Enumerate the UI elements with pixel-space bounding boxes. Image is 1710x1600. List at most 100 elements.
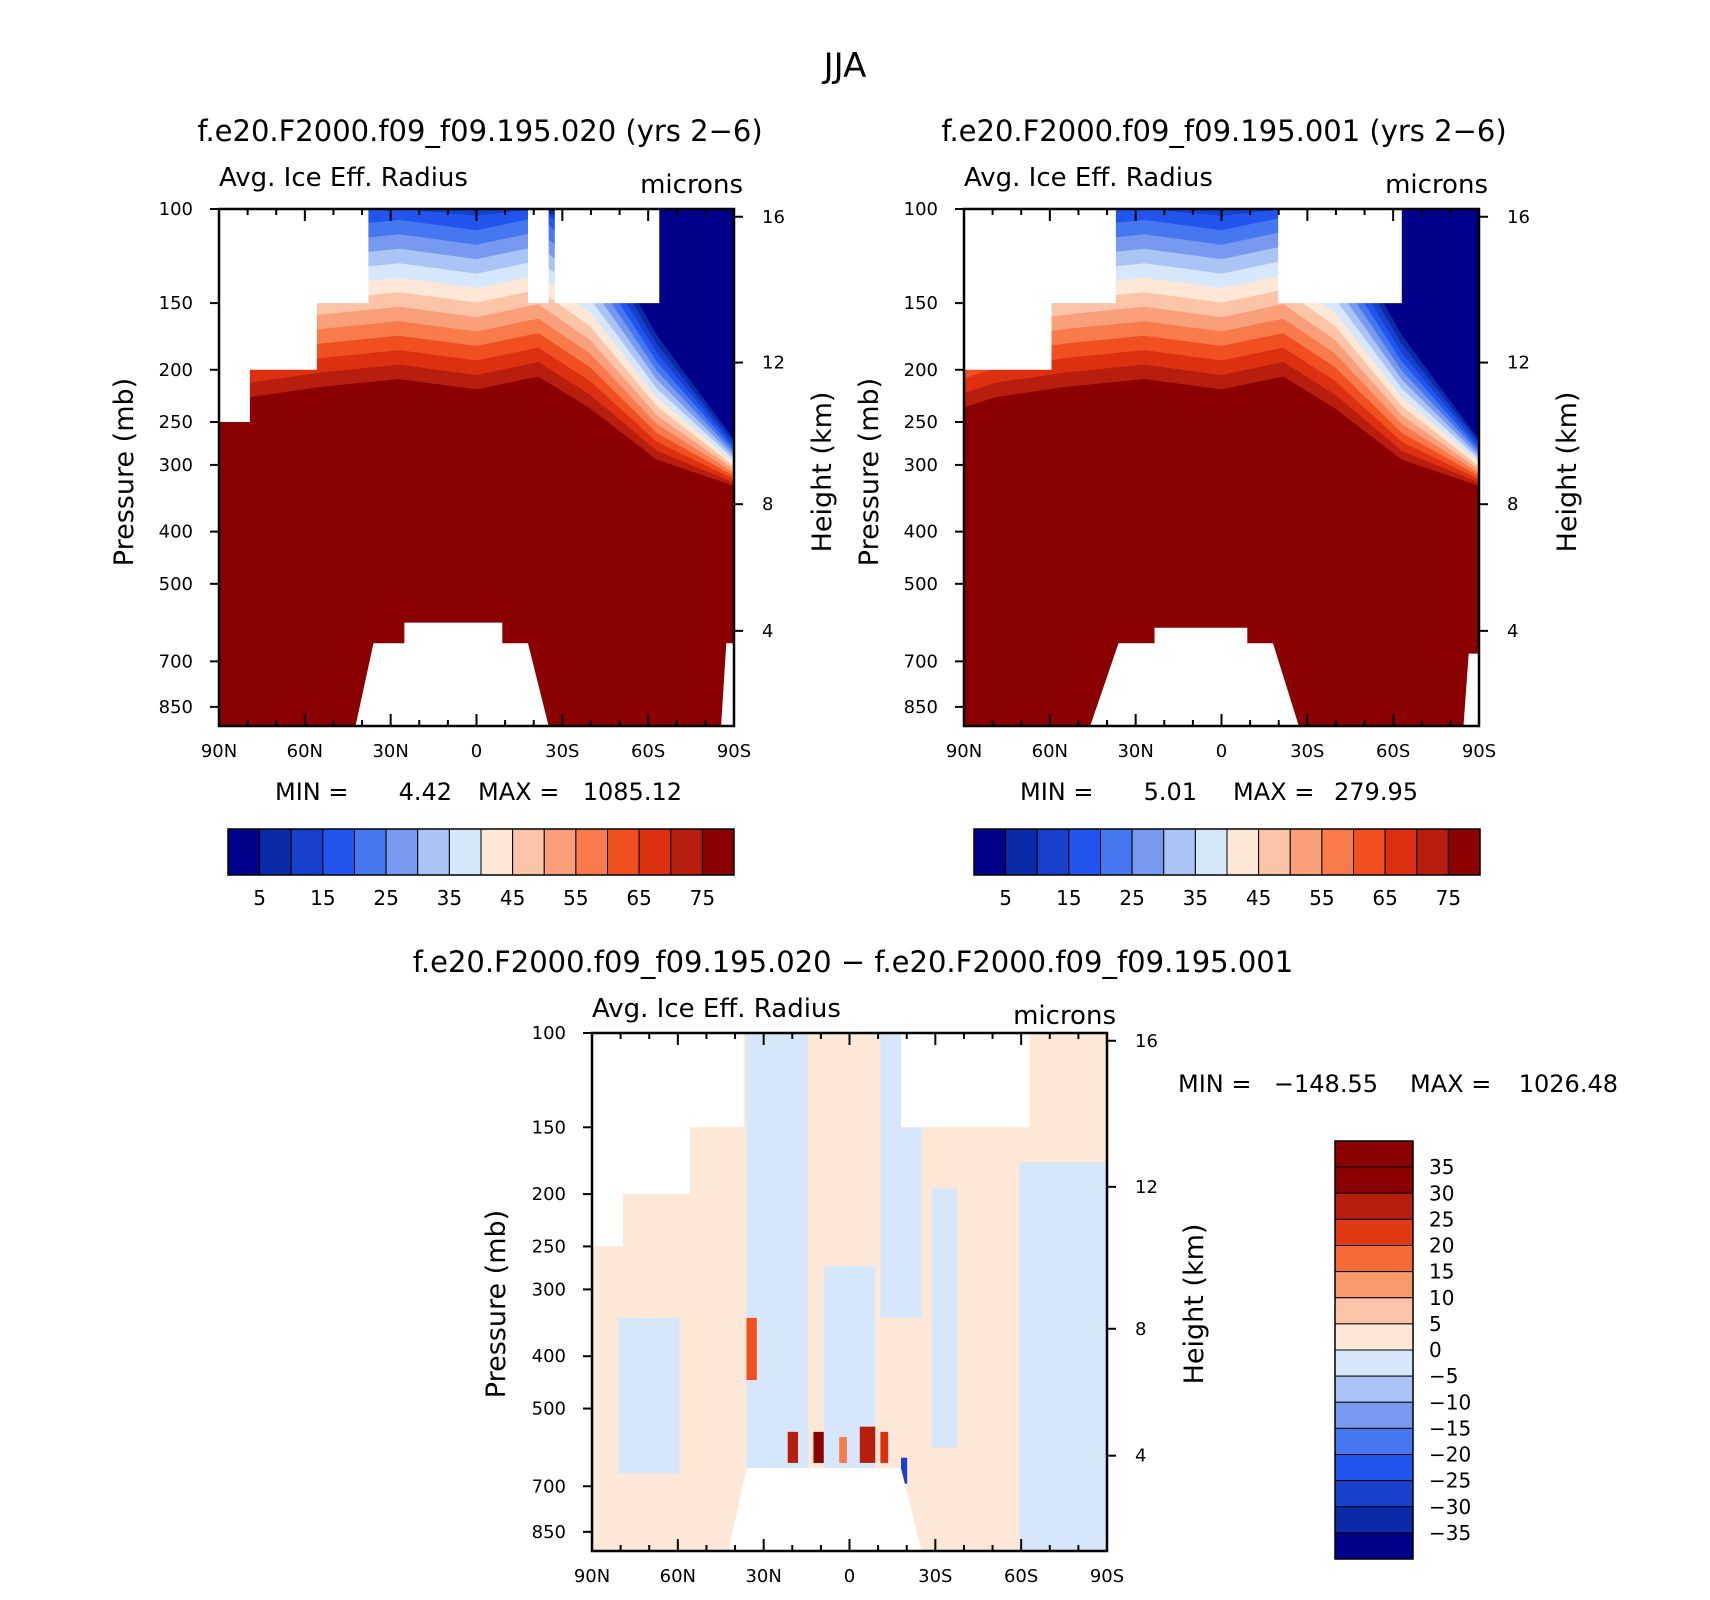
x-tick-label: 90S (1462, 741, 1496, 762)
colorbar-swatch (480, 828, 514, 876)
colorbar-label: 65 (1372, 886, 1397, 910)
x-tick-label: 0 (471, 741, 482, 762)
y-tick-label: 100 (904, 199, 938, 220)
y-right-tick-label: 12 (1135, 1177, 1158, 1198)
colorbar-swatch (1334, 1375, 1414, 1403)
colorbar-label: 35 (437, 886, 462, 910)
colorbar-swatch (1416, 828, 1449, 876)
panel3-title: f.e20.F2000.f09_f09.195.020 − f.e20.F200… (413, 945, 1293, 979)
contour-band (219, 209, 734, 440)
panel2-plot (962, 207, 1481, 728)
colorbar-swatch (227, 828, 261, 876)
y-right-tick-label: 4 (1507, 621, 1518, 642)
colorbar-label: −10 (1429, 1390, 1471, 1414)
y-tick-label: 300 (904, 455, 938, 476)
colorbar-label: 20 (1429, 1234, 1454, 1258)
colorbar-label: −15 (1429, 1416, 1471, 1440)
x-tick-label: 0 (844, 1566, 855, 1587)
panel1-max-label: MAX = (478, 778, 559, 806)
colorbar-label: 5 (1429, 1312, 1442, 1336)
colorbar-swatch (1036, 828, 1070, 876)
missing-data-mask (219, 209, 369, 422)
colorbar-label: 55 (1309, 886, 1334, 910)
panel2-min-label: MIN = (1020, 778, 1093, 806)
colorbar-swatch (1334, 1245, 1414, 1273)
colorbar-frame (973, 828, 1481, 876)
colorbar-label: 0 (1429, 1338, 1442, 1362)
colorbar-label: 5 (253, 886, 266, 910)
contour-band (746, 1317, 757, 1381)
panel2-variable-label: Avg. Ice Eff. Radius (964, 163, 1213, 193)
colorbar-label: 25 (1119, 886, 1144, 910)
colorbar-swatch (1353, 828, 1386, 876)
y-right-tick-label: 8 (1135, 1319, 1146, 1340)
colorbar-swatch (575, 828, 608, 876)
colorbar-swatch (1334, 1427, 1414, 1455)
panel3-units-label: microns (1013, 1001, 1116, 1031)
panel2-colorbar: 5 15 25 35 45 55 65 75 (973, 828, 1481, 910)
y-tick-label: 200 (904, 360, 938, 381)
y-right-tick-label: 8 (1507, 494, 1518, 515)
x-tick-label: 60N (660, 1566, 696, 1587)
colorbar-swatch (1384, 828, 1418, 876)
colorbar-swatch (1100, 828, 1133, 876)
contour-band (931, 1188, 958, 1448)
panel3-variable-label: Avg. Ice Eff. Radius (592, 994, 841, 1024)
colorbar-swatch (1334, 1323, 1414, 1351)
y-tick-label: 150 (159, 293, 193, 314)
contour-band (859, 1426, 876, 1463)
colorbar-label: 65 (626, 886, 651, 910)
y-tick-label: 500 (532, 1399, 566, 1420)
panel3-x-axis: 90N 60N 30N 0 30S 60S 90S (574, 1033, 1124, 1587)
panel1-y-axis: 100 150 200 250 300 400 500 700 850 16 12 8 4 (159, 199, 785, 718)
panel3-ylabel: Pressure (mb) (481, 1210, 512, 1398)
y-tick-label: 250 (904, 412, 938, 433)
x-tick-label: 60S (1004, 1566, 1038, 1587)
colorbar-frame (1334, 1140, 1414, 1560)
y-tick-label: 200 (159, 360, 193, 381)
y-tick-label: 850 (904, 697, 938, 718)
y-tick-label: 300 (159, 455, 193, 476)
panel3-max-label: MAX = (1410, 1070, 1491, 1098)
contour-band (787, 1431, 798, 1463)
colorbar-swatch (1194, 828, 1228, 876)
y-tick-label: 400 (159, 522, 193, 543)
y-right-tick-label: 16 (762, 207, 785, 228)
y-tick-label: 400 (532, 1346, 566, 1367)
x-tick-label: 60N (287, 741, 323, 762)
contour-band (880, 1431, 889, 1463)
contour-band (839, 1437, 847, 1463)
y-tick-label: 300 (532, 1279, 566, 1300)
colorbar-swatch (1321, 828, 1354, 876)
panel1-colorbar: 5 15 25 35 45 55 65 75 (227, 828, 735, 910)
panel2-ylabel: Pressure (mb) (854, 378, 885, 566)
colorbar-swatch (1334, 1218, 1414, 1246)
colorbar-swatch (354, 828, 387, 876)
y-tick-label: 500 (904, 574, 938, 595)
x-tick-label: 90N (946, 741, 982, 762)
colorbar-swatch (1334, 1166, 1414, 1194)
y-right-tick-label: 8 (762, 494, 773, 515)
colorbar-swatch (701, 828, 735, 876)
colorbar-label: −35 (1429, 1521, 1471, 1545)
colorbar-label: 15 (1429, 1260, 1454, 1284)
colorbar-swatch (973, 828, 1007, 876)
panel1-min-label: MIN = (275, 778, 348, 806)
x-tick-label: 30S (545, 741, 579, 762)
x-tick-label: 30N (745, 1566, 781, 1587)
x-tick-label: 60N (1032, 741, 1068, 762)
y-tick-label: 850 (532, 1522, 566, 1543)
panel3-min-label: MIN = (1178, 1070, 1251, 1098)
x-tick-label: 90N (201, 741, 237, 762)
contour-band (1019, 1162, 1107, 1551)
missing-data-mask (964, 209, 1116, 370)
x-tick-label: 90N (574, 1566, 610, 1587)
colorbar-label: 35 (1183, 886, 1208, 910)
y-tick-label: 250 (532, 1236, 566, 1257)
colorbar-swatch (670, 828, 703, 876)
y-right-tick-label: 16 (1135, 1031, 1158, 1052)
x-tick-label: 60S (631, 741, 665, 762)
missing-data-mask (592, 1033, 744, 1247)
